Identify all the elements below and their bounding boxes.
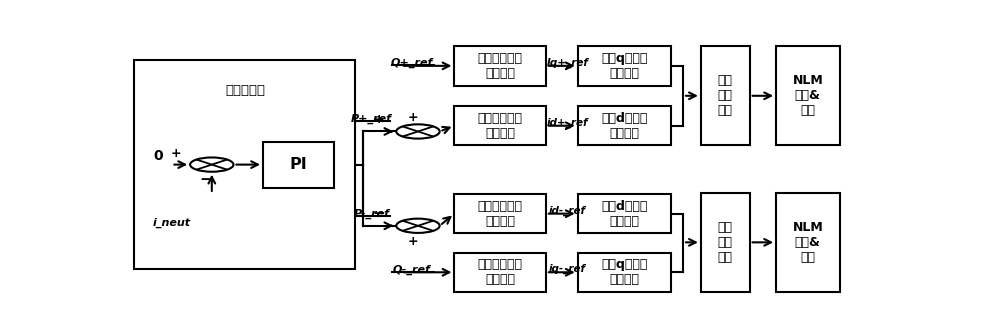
FancyBboxPatch shape	[776, 193, 840, 292]
Text: 负极d轴电流
闭环控制: 负极d轴电流 闭环控制	[601, 200, 647, 228]
Text: 正极无功功率
闭环控制: 正极无功功率 闭环控制	[478, 52, 523, 80]
Text: id+_ref: id+_ref	[547, 118, 588, 128]
FancyBboxPatch shape	[776, 46, 840, 146]
Circle shape	[396, 124, 440, 139]
FancyBboxPatch shape	[454, 253, 546, 292]
FancyBboxPatch shape	[454, 46, 546, 86]
Text: 正极d轴电流
闭环控制: 正极d轴电流 闭环控制	[601, 112, 647, 140]
FancyBboxPatch shape	[701, 193, 750, 292]
Text: +: +	[171, 147, 181, 160]
FancyBboxPatch shape	[578, 253, 671, 292]
Text: 负极q轴电流
闭环控制: 负极q轴电流 闭环控制	[601, 258, 647, 286]
FancyBboxPatch shape	[134, 60, 355, 269]
Text: 旋转
坐标
变换: 旋转 坐标 变换	[718, 74, 733, 117]
Circle shape	[396, 219, 440, 233]
Text: +: +	[374, 113, 385, 126]
Text: P-_ref: P-_ref	[353, 209, 389, 219]
Text: 平衡控制环: 平衡控制环	[225, 84, 265, 97]
Text: −: −	[199, 172, 212, 187]
Text: Iq+_ref: Iq+_ref	[547, 58, 588, 68]
FancyBboxPatch shape	[263, 142, 334, 188]
Text: id-_ref: id-_ref	[549, 206, 586, 216]
Text: iq-_ref: iq-_ref	[549, 264, 586, 274]
Text: i_neut: i_neut	[152, 218, 191, 228]
Text: +: +	[408, 111, 419, 124]
Text: NLM
调制&
均压: NLM 调制& 均压	[792, 74, 823, 117]
Circle shape	[190, 158, 234, 172]
Text: 旋转
坐标
变换: 旋转 坐标 变换	[718, 221, 733, 264]
FancyBboxPatch shape	[454, 194, 546, 233]
Text: PI: PI	[290, 157, 307, 172]
FancyBboxPatch shape	[701, 46, 750, 146]
Text: +: +	[408, 235, 419, 248]
Text: 负极无功功率
闭环控制: 负极无功功率 闭环控制	[478, 258, 523, 286]
Text: −: −	[373, 206, 386, 220]
Text: 负极有功功率
闭环控制: 负极有功功率 闭环控制	[478, 200, 523, 228]
FancyBboxPatch shape	[578, 106, 671, 146]
Text: 正极q轴电流
闭环控制: 正极q轴电流 闭环控制	[601, 52, 647, 80]
Text: Q+_ref: Q+_ref	[391, 58, 433, 69]
Text: 0: 0	[154, 149, 163, 163]
Text: Q-_ref: Q-_ref	[393, 264, 431, 275]
FancyBboxPatch shape	[454, 106, 546, 146]
Text: NLM
调制&
均压: NLM 调制& 均压	[792, 221, 823, 264]
Text: P+_ref: P+_ref	[351, 114, 392, 124]
FancyBboxPatch shape	[578, 46, 671, 86]
FancyBboxPatch shape	[578, 194, 671, 233]
Text: 正极有功功率
闭环控制: 正极有功功率 闭环控制	[478, 112, 523, 140]
